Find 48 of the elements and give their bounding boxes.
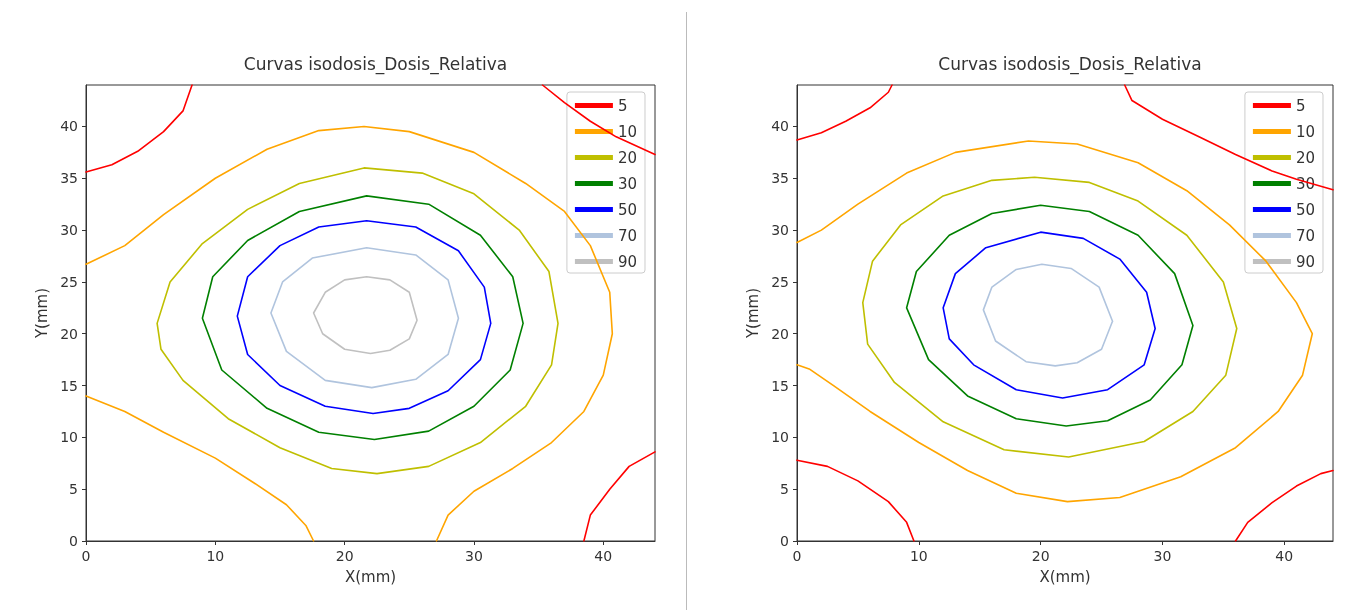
x-tick-label: 40 xyxy=(1275,548,1294,564)
y-tick-label: 5 xyxy=(69,481,78,498)
x-tick-label: 10 xyxy=(909,548,928,564)
y-axis-title: Y(mm) xyxy=(32,287,51,340)
legend-label: 5 xyxy=(1295,96,1306,115)
x-tick-label: 30 xyxy=(1153,548,1172,564)
x-tick-label: 40 xyxy=(594,548,613,564)
legend-label: 10 xyxy=(617,122,638,141)
y-tick-label: 25 xyxy=(60,273,78,290)
y-tick-label: 30 xyxy=(60,222,78,239)
y-axis-title: Y(mm) xyxy=(743,287,762,340)
legend-label: 20 xyxy=(1295,148,1316,167)
y-tick-label: 40 xyxy=(60,118,78,135)
y-tick-label: 10 xyxy=(771,429,789,446)
y-tick-label: 35 xyxy=(60,170,78,187)
legend-label: 90 xyxy=(617,252,638,271)
legend-label: 50 xyxy=(617,200,638,219)
x-tick-label: 30 xyxy=(465,548,483,564)
x-tick-label: 20 xyxy=(1031,548,1050,564)
y-tick-label: 25 xyxy=(771,273,789,290)
x-tick-label: 0 xyxy=(792,548,802,564)
line-series xyxy=(796,140,1314,503)
chart-title: Curvas isodosis_Dosis_Relativa xyxy=(938,53,1202,75)
legend-label: 10 xyxy=(1295,122,1316,141)
x-axis-title: X(mm) xyxy=(1039,567,1091,586)
x-tick-label: 0 xyxy=(81,548,91,564)
x-tick-label: 20 xyxy=(335,548,354,564)
chart-title: Curvas isodosis_Dosis_Relativa xyxy=(243,53,508,75)
legend-label: 90 xyxy=(1295,252,1316,271)
y-tick-label: 10 xyxy=(60,429,78,446)
x-tick-label: 10 xyxy=(206,548,225,564)
y-tick-label: 35 xyxy=(771,170,789,187)
y-tick-label: 40 xyxy=(771,118,789,135)
legend-label: 5 xyxy=(617,96,628,115)
y-tick-label: 0 xyxy=(69,533,78,549)
legend-label: 30 xyxy=(617,174,638,193)
y-tick-label: 15 xyxy=(60,377,78,394)
legend-label: 20 xyxy=(617,148,638,167)
y-tick-label: 30 xyxy=(771,222,789,239)
legend-label: 50 xyxy=(1295,200,1316,219)
x-axis-title: X(mm) xyxy=(344,567,397,586)
y-tick-label: 20 xyxy=(771,325,789,342)
y-tick-label: 15 xyxy=(771,377,789,394)
legend-label: 70 xyxy=(617,226,638,245)
legend-label: 70 xyxy=(1295,226,1316,245)
y-tick-label: 5 xyxy=(780,481,789,498)
y-tick-label: 20 xyxy=(60,325,78,342)
y-tick-label: 0 xyxy=(780,533,789,549)
